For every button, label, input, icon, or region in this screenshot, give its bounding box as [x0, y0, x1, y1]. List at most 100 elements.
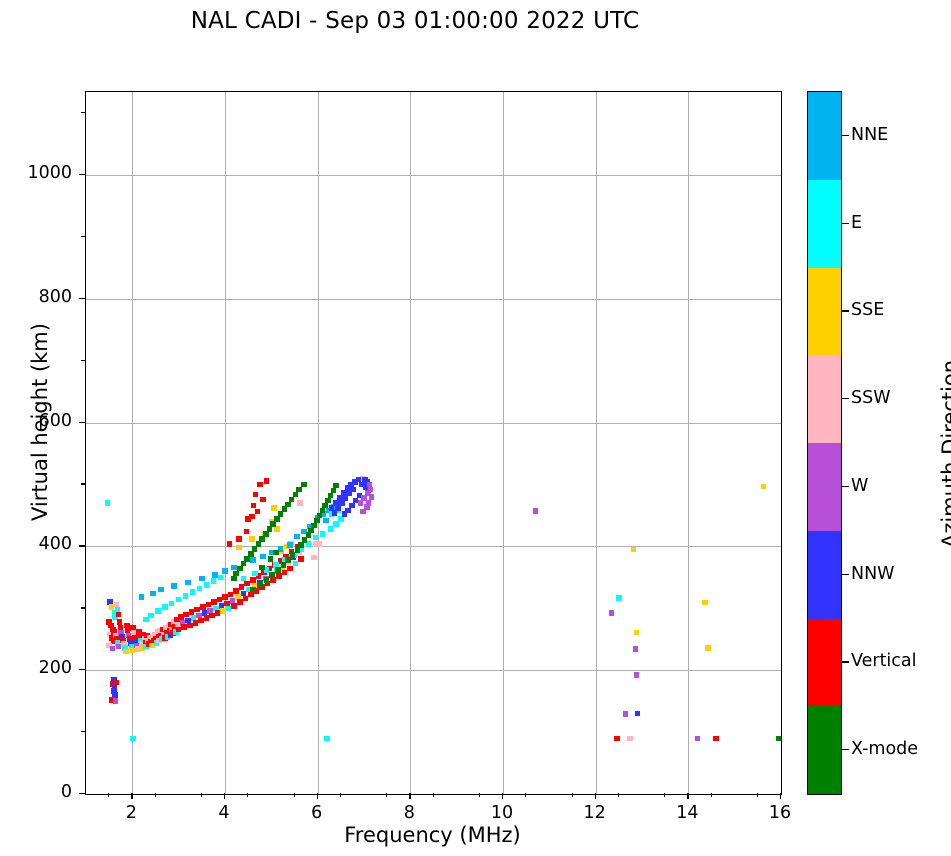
data-point	[634, 710, 641, 717]
data-point	[160, 626, 166, 633]
data-point	[175, 626, 182, 633]
data-point	[311, 522, 317, 529]
data-point	[138, 594, 145, 600]
colorbar-tick	[842, 134, 849, 137]
data-point	[117, 625, 124, 631]
data-point	[616, 594, 622, 601]
data-point	[273, 549, 279, 556]
data-point	[231, 603, 238, 609]
colorbar-segment-x-mode[interactable]	[808, 706, 841, 794]
data-point	[162, 625, 169, 631]
plot-area[interactable]	[85, 91, 782, 795]
data-point	[269, 572, 276, 578]
x-tick-minor	[432, 793, 434, 797]
gridline-vertical	[688, 92, 690, 794]
x-tick-label: 2	[125, 803, 137, 823]
data-point	[261, 569, 267, 576]
data-point	[233, 588, 239, 594]
data-point	[111, 688, 117, 694]
data-point	[275, 567, 281, 573]
data-point	[192, 620, 199, 626]
data-point	[305, 541, 312, 547]
data-point	[123, 648, 129, 655]
data-point	[342, 495, 349, 501]
colorbar-segment-sse[interactable]	[808, 267, 841, 356]
data-point	[183, 611, 189, 618]
data-point	[368, 494, 375, 500]
y-tick-label: 200	[38, 658, 72, 679]
data-point	[614, 735, 620, 742]
colorbar-segment-ssw[interactable]	[808, 355, 841, 443]
data-point	[320, 511, 326, 517]
data-point	[212, 605, 219, 612]
data-point	[294, 547, 301, 553]
data-point	[149, 642, 155, 649]
colorbar-tick	[842, 222, 849, 224]
data-point	[174, 621, 181, 628]
colorbar-segment-nnw[interactable]	[808, 530, 841, 619]
data-point	[298, 546, 305, 552]
data-point	[235, 594, 241, 600]
colorbar-segment-w[interactable]	[808, 443, 841, 531]
data-point	[172, 624, 178, 630]
data-point	[255, 573, 262, 579]
gridline-vertical	[595, 92, 597, 794]
data-point	[608, 610, 615, 616]
data-point	[250, 577, 256, 583]
data-point	[281, 569, 288, 576]
y-tick-minor	[81, 607, 85, 609]
colorbar-segment-vertical[interactable]	[808, 618, 841, 707]
data-point	[218, 603, 225, 609]
data-point	[106, 619, 112, 625]
gridline-horizontal	[86, 298, 781, 300]
data-point	[175, 596, 182, 603]
data-point	[109, 645, 116, 652]
data-point	[112, 698, 119, 704]
data-point	[152, 636, 159, 642]
data-point	[360, 508, 366, 515]
data-point	[333, 521, 339, 527]
data-point	[139, 645, 146, 651]
y-tick-major	[79, 793, 85, 795]
data-point	[273, 562, 279, 568]
gridline-vertical	[410, 92, 412, 794]
data-point	[112, 632, 119, 639]
colorbar-tick	[842, 573, 849, 575]
data-point	[174, 616, 180, 623]
data-point	[136, 629, 142, 635]
data-point	[246, 586, 252, 593]
data-point	[148, 612, 154, 619]
data-point	[292, 491, 299, 498]
data-point	[112, 614, 118, 620]
colorbar-segment-nne[interactable]	[808, 92, 841, 180]
data-point	[249, 513, 255, 520]
data-point	[161, 635, 168, 641]
data-point	[357, 500, 364, 506]
data-point	[225, 605, 232, 612]
data-point	[108, 622, 114, 629]
data-point	[125, 632, 132, 639]
data-point	[287, 542, 293, 548]
data-point	[240, 590, 247, 597]
colorbar[interactable]	[807, 91, 842, 795]
data-point	[327, 492, 334, 499]
page-title: NAL CADI - Sep 03 01:00:00 2022 UTC	[190, 8, 640, 34]
data-point	[188, 609, 195, 615]
x-tick-minor	[617, 793, 620, 797]
data-point	[240, 575, 247, 582]
data-point	[760, 483, 767, 490]
colorbar-title: Azimuth Direction	[938, 359, 951, 549]
data-point	[622, 711, 629, 717]
gridline-horizontal	[86, 546, 781, 548]
data-point	[250, 557, 256, 563]
data-point	[341, 511, 348, 517]
data-point	[627, 735, 633, 742]
data-point	[694, 735, 701, 742]
data-point	[248, 591, 254, 598]
data-point	[285, 557, 291, 563]
data-point	[328, 511, 335, 517]
data-point	[281, 506, 288, 512]
colorbar-segment-e[interactable]	[808, 179, 841, 268]
data-point	[107, 631, 113, 638]
data-point	[284, 543, 290, 550]
